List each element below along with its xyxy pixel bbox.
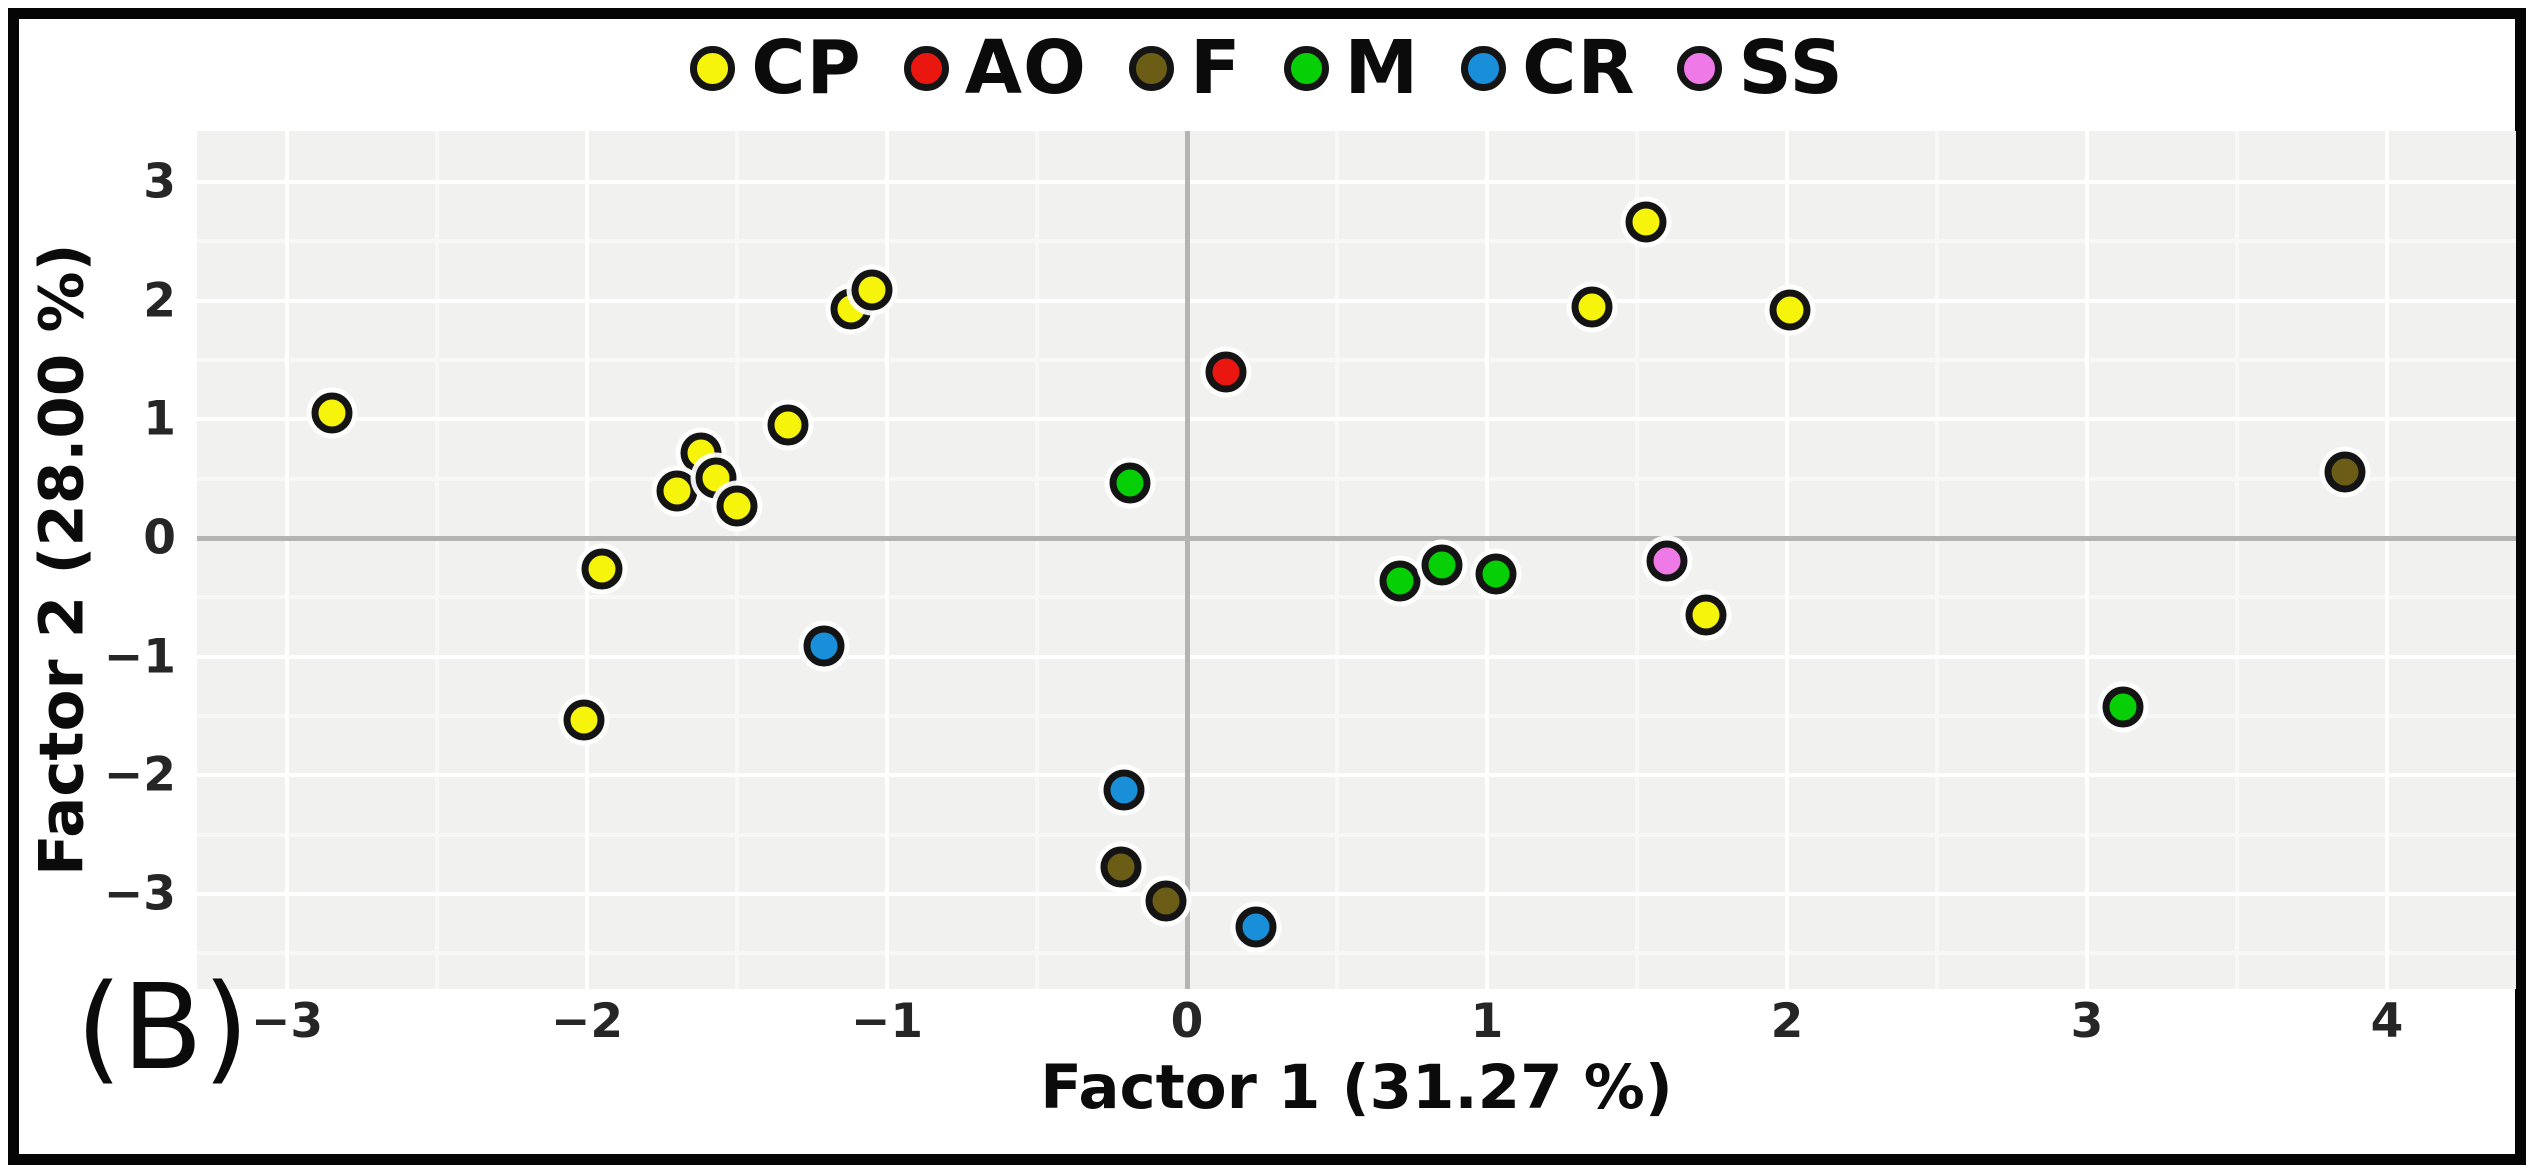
legend-item-cp: CP [690,31,862,105]
minor-gridline-x [735,131,739,989]
data-point-cp [581,548,623,590]
y-tick-label: 0 [143,510,176,566]
x-axis-title: Factor 1 (31.27 %) [1040,1052,1673,1123]
minor-gridline-y [197,595,2516,600]
minor-gridline-y [197,951,2516,956]
y-axis-title: Factor 2 (28.00 %) [26,243,98,877]
x-tick-label: −1 [850,994,924,1049]
minor-gridline-x [2235,131,2239,989]
major-gridline-y [197,417,2516,422]
major-gridline-y [197,773,2516,778]
data-point-m [2102,686,2144,728]
data-point-cr [803,625,845,667]
y-tick-label: −2 [103,747,176,803]
data-point-cp [695,457,737,499]
plot-panel [197,131,2516,989]
data-point-cp [563,699,605,741]
major-gridline-x [885,131,889,989]
zero-line-horizontal [197,535,2516,541]
minor-gridline-x [1935,131,1939,989]
major-gridline-x [2085,131,2089,989]
minor-gridline-y [197,358,2516,363]
x-tick-label: −3 [250,994,324,1049]
figure-panel-label: (B) [76,958,250,1096]
data-point-cp [1625,201,1667,243]
data-point-ss [1646,540,1688,582]
major-gridline-x [285,131,289,989]
minor-gridline-x [435,131,439,989]
data-point-cp [1769,289,1811,331]
legend-marker-icon [690,45,736,91]
data-point-cp [767,404,809,446]
x-tick-label: 1 [1470,994,1504,1049]
legend-marker-icon [903,45,949,91]
major-gridline-x [1785,131,1789,989]
x-tick-label: 0 [1170,994,1204,1049]
legend-item-m: M [1283,25,1420,111]
legend-item-label: CP [751,25,862,111]
x-tick-label: −2 [550,994,624,1049]
data-point-cp [656,470,698,512]
data-point-ao [1205,351,1247,393]
legend-item-label: F [1189,25,1242,111]
legend-item-f: F [1128,25,1242,111]
legend-item-label: CR [1522,25,1636,111]
y-tick-label: 3 [143,154,176,210]
x-axis-tick-labels: −3 −2 −1 0 1 2 3 4 [197,998,2516,1050]
minor-gridline-x [1335,131,1339,989]
legend-item-cr: CR [1461,31,1635,105]
legend-marker-icon [1128,45,1174,91]
data-point-f [2324,451,2366,493]
legend-item-label: AO [964,25,1087,111]
legend: CP AO F M CR SS [30,20,2504,116]
y-tick-label: 2 [143,273,176,329]
data-point-cp [851,269,893,311]
legend-marker-icon [1677,45,1723,91]
major-gridline-y [197,654,2516,659]
data-point-cp [1685,594,1727,636]
x-tick-label: 4 [2370,994,2404,1049]
data-point-cr [1235,906,1277,948]
minor-gridline-y [197,714,2516,719]
figure-border-frame [8,8,2526,1165]
legend-item-ao: AO [903,25,1087,111]
data-point-f [1145,880,1187,922]
minor-gridline-x [1635,131,1639,989]
y-tick-label: −3 [103,866,176,922]
data-point-cr [1103,769,1145,811]
data-point-m [1109,462,1151,504]
x-tick-label: 3 [2070,994,2104,1049]
minor-gridline-y [197,239,2516,244]
legend-marker-icon [1461,45,1507,91]
minor-gridline-x [1035,131,1039,989]
major-gridline-y [197,892,2516,897]
major-gridline-x [2385,131,2389,989]
y-tick-label: −1 [103,629,176,685]
legend-item-ss: SS [1677,31,1843,105]
data-point-cp [311,392,353,434]
zero-line-vertical [1184,131,1190,989]
x-tick-label: 2 [1770,994,1804,1049]
data-point-f [1100,846,1142,888]
data-point-m [1475,553,1517,595]
data-point-cp [1571,286,1613,328]
minor-gridline-y [197,832,2516,837]
data-point-cp [716,485,758,527]
legend-marker-icon [1283,45,1329,91]
major-gridline-y [197,298,2516,303]
minor-gridline-y [197,476,2516,481]
y-tick-label: 1 [143,391,176,447]
legend-item-label: M [1344,25,1420,111]
major-gridline-y [197,180,2516,185]
y-axis-tick-labels: −3 −2 −1 0 1 2 3 [0,131,186,989]
legend-item-label: SS [1738,25,1844,111]
data-point-m [1379,560,1421,602]
data-point-m [1421,544,1463,586]
